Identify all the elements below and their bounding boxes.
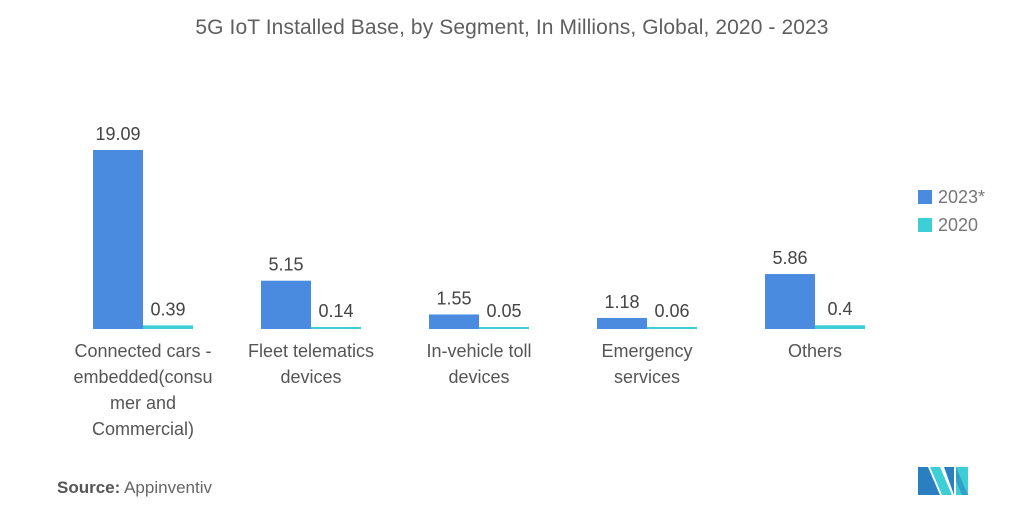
category-label-3-line-0: Emergency <box>601 341 692 361</box>
data-label-2020-4: 0.4 <box>827 299 852 319</box>
legend-label-2023: 2023* <box>938 186 986 207</box>
source-value: Appinventiv <box>124 478 212 497</box>
bar-2023-1 <box>261 280 311 329</box>
bar-2020-0 <box>143 325 193 329</box>
data-label-2020-0: 0.39 <box>150 299 185 319</box>
category-label-3-line-1: services <box>614 367 680 387</box>
data-label-2020-3: 0.06 <box>654 301 689 321</box>
data-label-2023-1: 5.15 <box>268 255 303 275</box>
bar-2020-4 <box>815 325 865 329</box>
chart-title: 5G IoT Installed Base, by Segment, In Mi… <box>195 16 829 39</box>
category-label-1-line-0: Fleet telematics <box>248 341 374 361</box>
category-label-0-line-2: mer and <box>110 393 176 413</box>
category-label-2-line-0: In-vehicle toll <box>426 341 531 361</box>
bar-2023-0 <box>93 150 143 329</box>
category-label-0-line-0: Connected cars - <box>74 341 211 361</box>
legend-swatch-2023 <box>918 190 932 204</box>
category-label-0-line-1: embedded(consu <box>73 367 212 387</box>
bar-2020-1 <box>311 327 361 329</box>
category-label-2-line-1: devices <box>448 367 509 387</box>
source-note: Source: Appinventiv <box>57 478 212 498</box>
bar-2023-4 <box>765 274 815 329</box>
legend-item-2020: 2020 <box>918 211 985 239</box>
data-label-2023-3: 1.18 <box>604 292 639 312</box>
data-label-2020-1: 0.14 <box>318 301 353 321</box>
category-label-0-line-3: Commercial) <box>92 419 194 439</box>
category-label-4-line-0: Others <box>788 341 842 361</box>
mordor-intelligence-logo-icon <box>918 467 968 495</box>
bar-2020-3 <box>647 327 697 329</box>
data-label-2023-2: 1.55 <box>436 288 471 308</box>
legend: 2023* 2020 <box>918 183 985 239</box>
bar-2023-3 <box>597 317 647 329</box>
data-label-2023-0: 19.09 <box>95 124 140 144</box>
category-label-1-line-1: devices <box>280 367 341 387</box>
data-label-2023-4: 5.86 <box>772 248 807 268</box>
data-label-2020-2: 0.05 <box>486 301 521 321</box>
legend-label-2020: 2020 <box>938 214 979 235</box>
legend-item-2023: 2023* <box>918 183 985 211</box>
bar-2023-2 <box>429 314 479 329</box>
source-label: Source: <box>57 478 121 497</box>
bar-2020-2 <box>479 327 529 329</box>
legend-swatch-2020 <box>918 218 932 232</box>
